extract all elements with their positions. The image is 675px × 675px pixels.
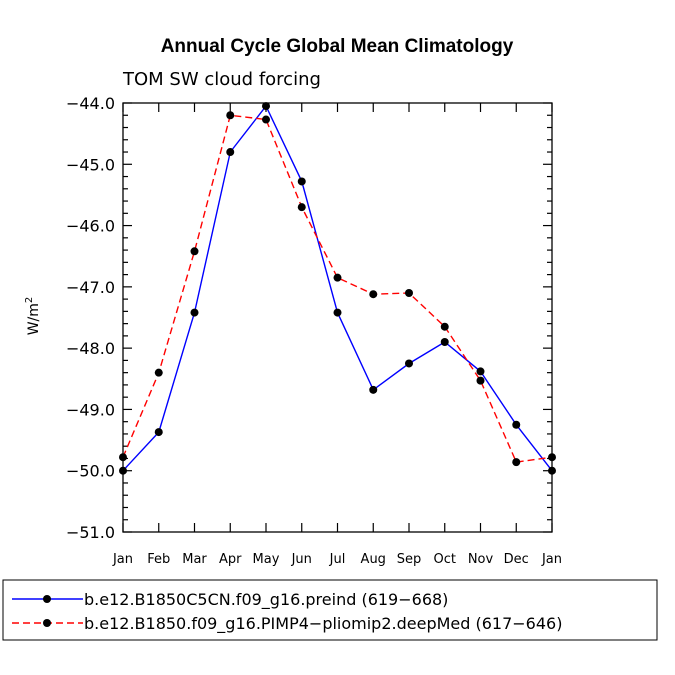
series-2-point [154, 368, 163, 377]
series-2-point [333, 273, 342, 282]
x-tick-label: Nov [468, 552, 494, 567]
legend-marker-2 [43, 619, 51, 627]
y-axis-label-superscript: 2 [24, 297, 35, 303]
legend-box [2, 579, 658, 641]
legend: b.e12.B1850C5CN.f09_g16.preind (619−668)… [2, 579, 658, 641]
y-tick-label: −45.0 [66, 155, 115, 174]
chart-subtitle: TOM SW cloud forcing [122, 69, 321, 90]
x-tick-label: Dec [504, 552, 529, 567]
y-tick-label: −48.0 [66, 339, 115, 358]
legend-label-2: b.e12.B1850.f09_g16.PIMP4−pliomip2.deepM… [84, 614, 562, 634]
y-tick-label: −51.0 [66, 523, 115, 542]
series-2-point [476, 376, 485, 385]
x-tick-label: Jun [291, 552, 312, 567]
series-2-point [190, 247, 199, 256]
series-2-point [369, 290, 378, 299]
plot-frame [122, 102, 553, 533]
y-tick-label: −47.0 [66, 278, 115, 297]
x-tick-label: Aug [361, 552, 386, 567]
legend-label-1: b.e12.B1850C5CN.f09_g16.preind (619−668) [84, 590, 448, 610]
series-1-point [226, 148, 235, 157]
series-2-point [548, 453, 556, 462]
series-1-point [548, 466, 556, 475]
series-1-point [297, 177, 306, 186]
legend-marker-1 [43, 595, 51, 603]
y-tick-label: −50.0 [66, 462, 115, 481]
series-1-point [333, 308, 342, 317]
y-axis-label-text: W/m [26, 303, 42, 335]
series-1-point [369, 385, 378, 394]
series-line-1 [122, 104, 553, 472]
series-2-point [297, 203, 306, 212]
series-line-2 [122, 114, 553, 463]
series-2-point [119, 453, 127, 462]
x-tick-label: Jul [329, 552, 346, 567]
x-tick-label: Apr [219, 552, 242, 567]
y-tick-label: −49.0 [66, 400, 115, 419]
series-2-point [226, 111, 235, 120]
series-2-point [405, 288, 413, 297]
series-1-point [154, 428, 163, 437]
x-tick-label: Mar [182, 552, 207, 567]
series-1-point [405, 359, 413, 368]
x-tick-label: Sep [397, 552, 422, 567]
x-tick-label: Jan [541, 552, 562, 567]
series-1-point [262, 102, 270, 111]
y-tick-label: −44.0 [66, 94, 115, 113]
series-1-point [512, 420, 521, 429]
x-tick-label: May [253, 552, 280, 567]
x-tick-label: Feb [147, 552, 170, 567]
series-1-point [440, 338, 449, 347]
series-layer [119, 102, 556, 475]
series-1-point [190, 308, 199, 317]
y-axis-label: W/m2 [24, 297, 42, 336]
series-2-point [440, 322, 449, 331]
axes: −44.0 −45.0 −46.0 −47.0 −48.0 −49.0 −50.0 −51.0… [66, 94, 562, 567]
series-2-point [512, 458, 521, 467]
series-2-point [262, 115, 270, 124]
y-tick-label: −46.0 [66, 217, 115, 236]
series-1-point [119, 466, 127, 475]
x-tick-label: Oct [434, 552, 456, 567]
series-1-point [476, 367, 485, 376]
x-tick-label: Jan [112, 552, 133, 567]
chart-title: Annual Cycle Global Mean Climatology [161, 36, 514, 57]
